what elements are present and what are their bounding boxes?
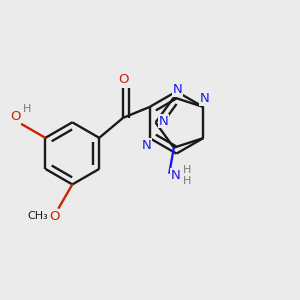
Text: H: H: [183, 165, 191, 175]
Text: N: N: [172, 83, 182, 97]
Text: N: N: [142, 139, 152, 152]
Text: N: N: [159, 115, 169, 128]
Text: N: N: [200, 92, 210, 105]
Text: CH₃: CH₃: [27, 211, 48, 221]
Text: O: O: [10, 110, 20, 123]
Text: H: H: [23, 104, 32, 114]
Text: O: O: [50, 210, 60, 223]
Text: H: H: [183, 176, 191, 186]
Text: O: O: [118, 73, 128, 86]
Text: N: N: [170, 169, 180, 182]
